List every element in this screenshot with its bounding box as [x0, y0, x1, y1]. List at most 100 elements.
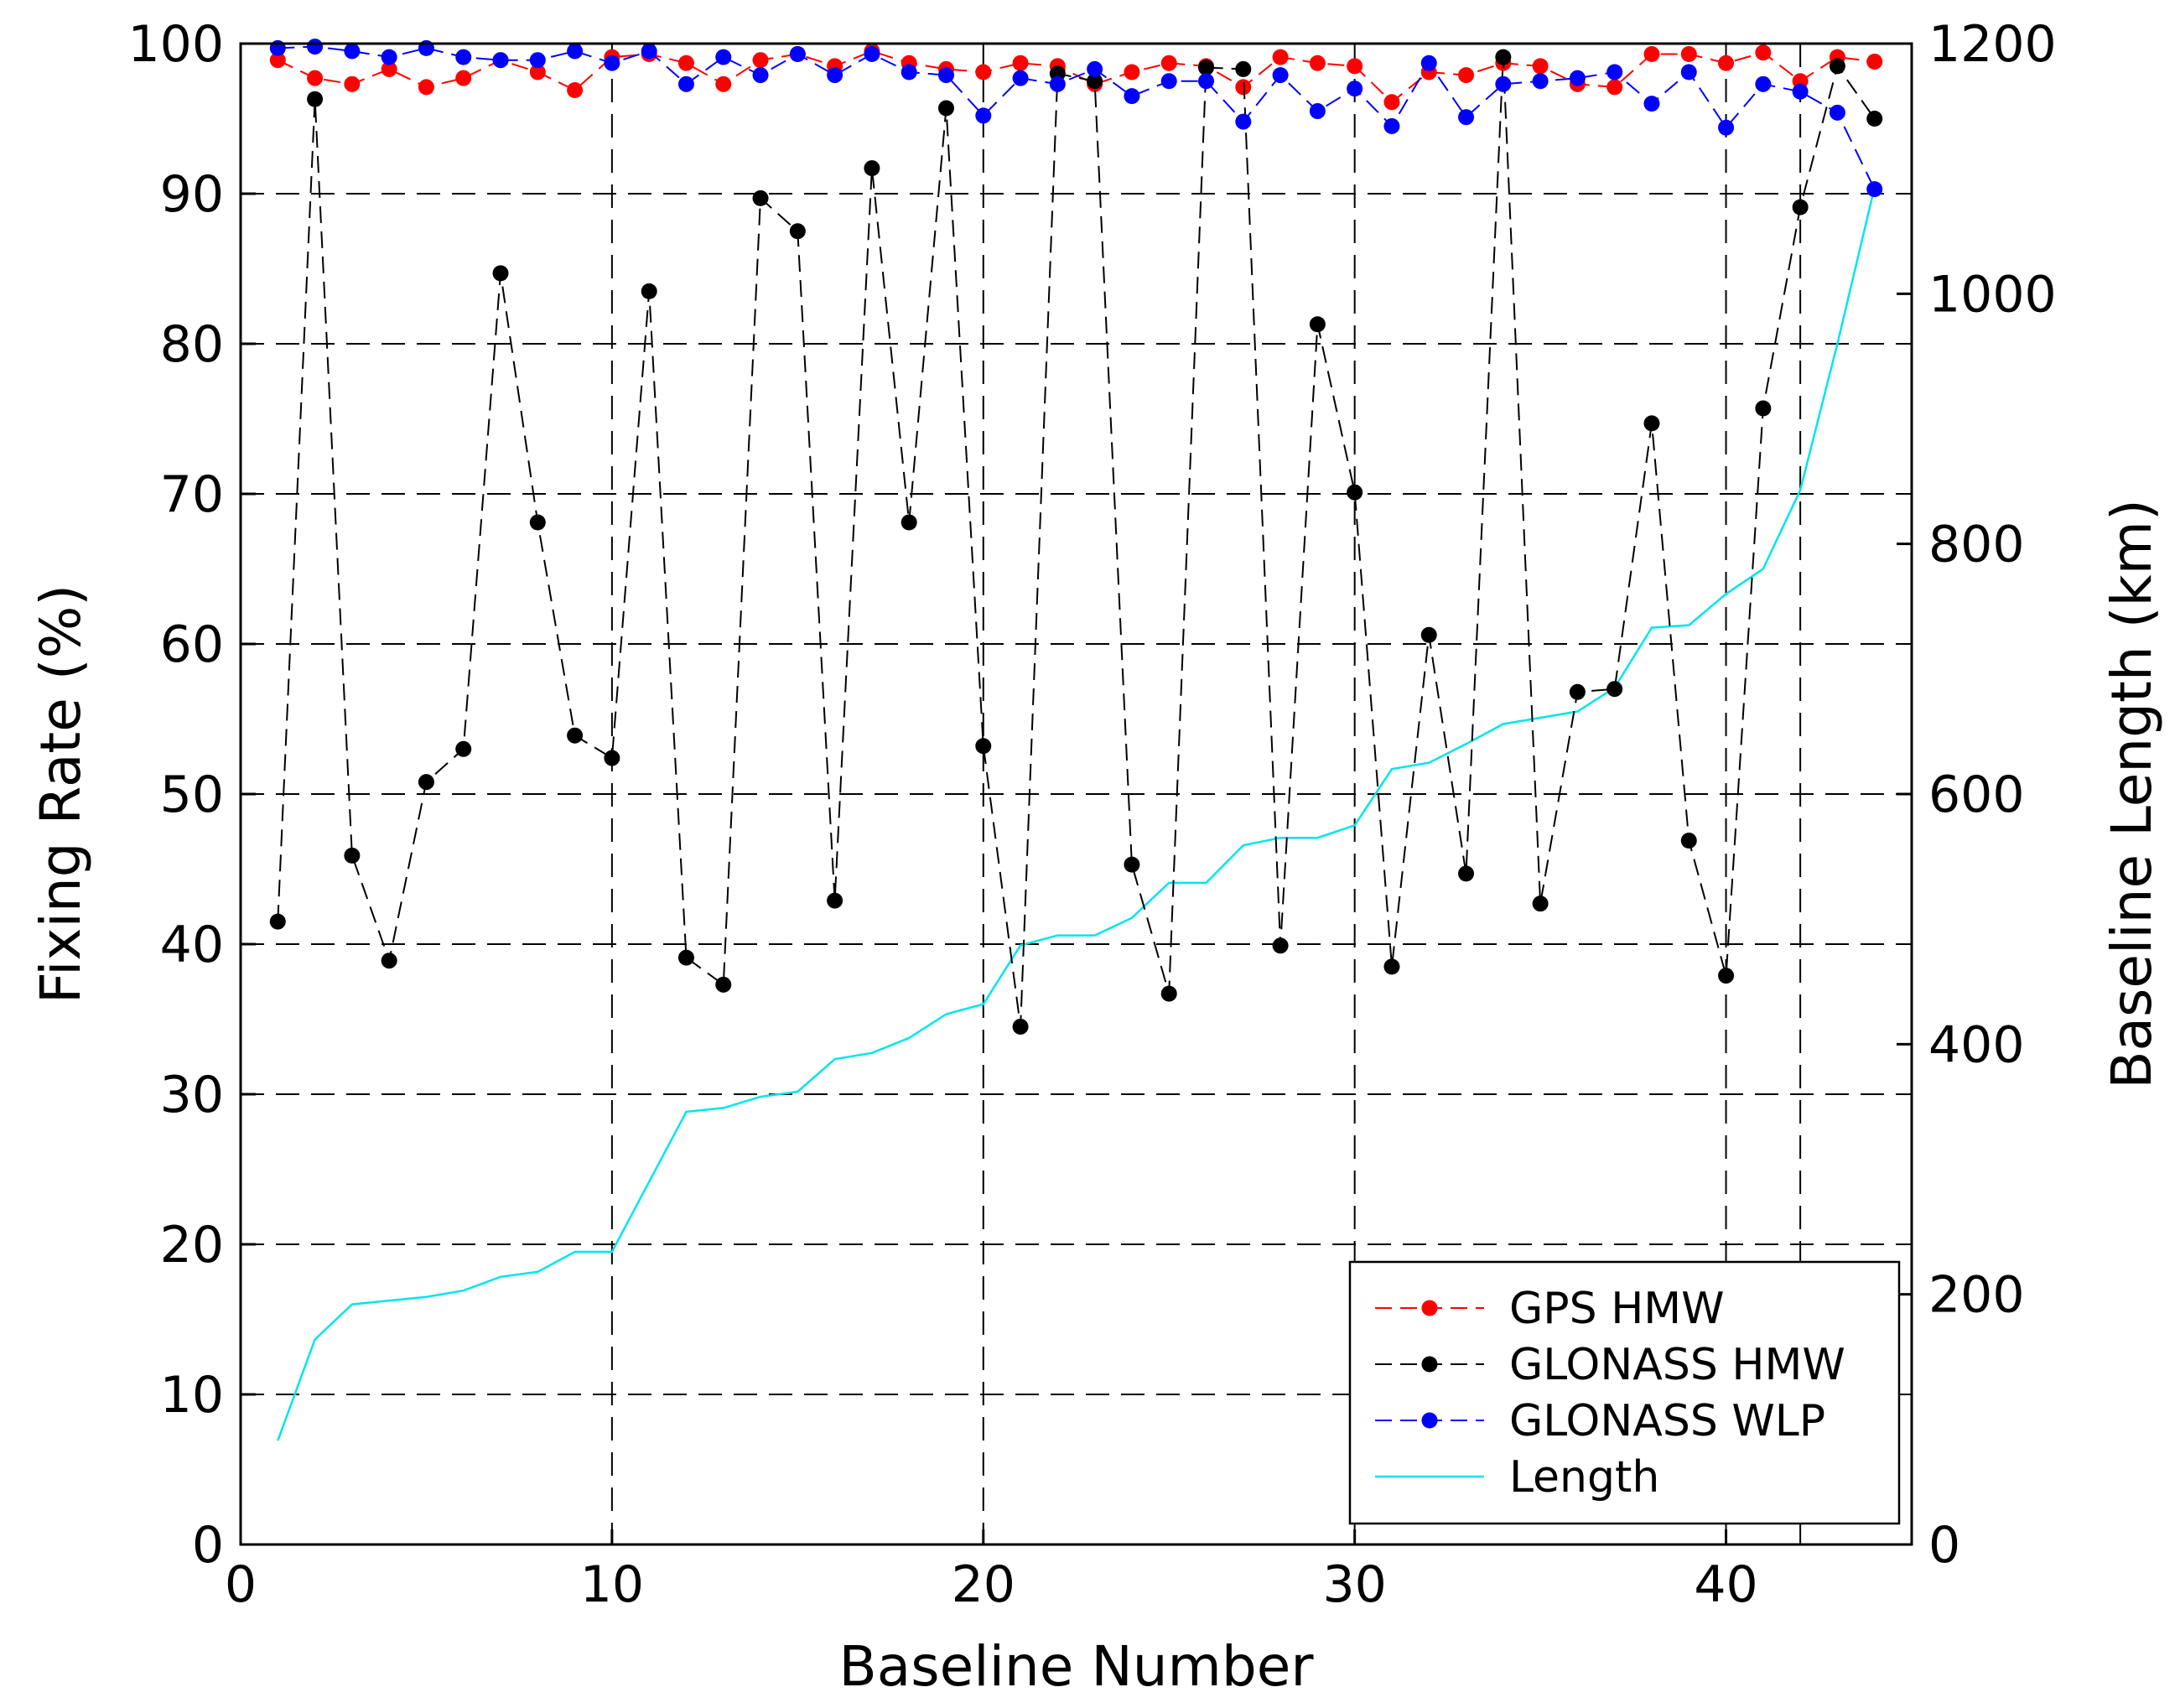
data-point — [1124, 88, 1140, 105]
data-point — [269, 52, 286, 69]
data-point — [1718, 968, 1735, 984]
y2-tick-label: 800 — [1928, 516, 2025, 574]
data-point — [1160, 985, 1177, 1002]
data-point — [1755, 400, 1772, 417]
data-point — [1792, 199, 1809, 215]
legend-box — [1348, 1260, 1901, 1525]
y-tick-label: 30 — [160, 1066, 224, 1124]
legend-entry: GLONASS WLP — [1375, 1396, 1825, 1446]
data-point — [1606, 64, 1623, 80]
data-point — [529, 64, 546, 80]
data-point — [1680, 832, 1697, 849]
y-tick-label: 60 — [160, 615, 224, 674]
data-point — [715, 49, 732, 65]
data-point — [1606, 79, 1623, 96]
data-point — [641, 283, 657, 299]
data-point — [1272, 67, 1289, 84]
data-point — [715, 976, 732, 993]
data-point — [1829, 104, 1845, 121]
data-point — [1458, 865, 1475, 882]
data-point — [1866, 181, 1883, 198]
data-point — [455, 70, 472, 86]
series-glonass-wlp — [269, 39, 1883, 198]
data-point — [1087, 60, 1103, 77]
y2-tick-label: 1200 — [1928, 15, 2057, 74]
data-point — [1012, 55, 1029, 71]
data-point — [1347, 58, 1363, 75]
legend: GPS HMW GLONASS HMW GLONASS WLP Length — [1348, 1260, 1901, 1525]
legend-marker — [1421, 1412, 1438, 1429]
data-point — [604, 55, 620, 71]
data-point — [344, 847, 361, 864]
legend-label: GLONASS HMW — [1509, 1340, 1845, 1390]
legend-entry: GLONASS HMW — [1375, 1340, 1845, 1390]
data-point — [975, 738, 992, 755]
data-point — [1160, 73, 1177, 90]
y-tick-label: 70 — [160, 465, 224, 524]
data-point — [1643, 96, 1660, 112]
data-point — [381, 60, 397, 77]
series-glonass-hmw — [269, 49, 1883, 1035]
y-tick-label: 10 — [160, 1366, 224, 1425]
data-point — [1495, 49, 1512, 65]
y2-axis-title: Baseline Length (km) — [2100, 499, 2164, 1088]
data-point — [307, 91, 324, 107]
data-point — [937, 100, 954, 117]
data-point — [1866, 111, 1883, 127]
data-point — [1532, 73, 1549, 90]
data-point — [1383, 117, 1400, 134]
legend-marker — [1421, 1356, 1438, 1373]
x-tick-label: 20 — [952, 1555, 1015, 1614]
y2-tick-label: 1000 — [1928, 265, 2057, 324]
data-point — [567, 81, 584, 98]
data-point — [492, 265, 509, 282]
data-point — [1309, 55, 1326, 71]
x-tick-label: 40 — [1694, 1555, 1757, 1614]
data-point — [1235, 113, 1252, 130]
y2-tick-label: 400 — [1928, 1015, 2025, 1074]
data-point — [1049, 75, 1066, 92]
data-point — [901, 514, 917, 531]
data-point — [1569, 683, 1586, 700]
data-point — [1347, 80, 1363, 97]
data-point — [1458, 109, 1475, 126]
data-point — [567, 727, 584, 744]
data-point — [1718, 119, 1735, 136]
data-point — [418, 79, 434, 96]
legend-entry: GPS HMW — [1375, 1284, 1725, 1334]
data-point — [677, 75, 694, 92]
legend-marker — [1421, 1300, 1438, 1316]
data-point — [1198, 60, 1215, 76]
data-point — [1198, 73, 1215, 90]
y-tick-label: 50 — [160, 766, 224, 824]
data-point — [1272, 937, 1289, 954]
data-point — [1420, 55, 1437, 71]
ticks: 0 10 20 30 400102030405060708090100020040060… — [127, 15, 2056, 1614]
data-point — [1755, 44, 1772, 61]
data-point — [455, 740, 472, 757]
data-point — [1383, 94, 1400, 111]
data-point — [1235, 60, 1252, 77]
data-point — [269, 913, 286, 930]
data-point — [752, 189, 769, 206]
data-point — [1347, 484, 1363, 501]
y2-tick-label: 600 — [1928, 766, 2025, 824]
data-point — [1569, 70, 1586, 86]
y-tick-label: 20 — [160, 1216, 224, 1275]
y-tick-label: 40 — [160, 916, 224, 974]
data-point — [492, 52, 509, 69]
data-point — [529, 514, 546, 531]
data-point — [381, 49, 397, 65]
data-point — [641, 43, 657, 60]
data-point — [677, 55, 694, 71]
data-point — [752, 52, 769, 69]
data-point — [1680, 46, 1697, 63]
data-point — [975, 107, 992, 124]
series-layer — [269, 39, 1883, 1441]
data-point — [1866, 53, 1883, 70]
data-point — [827, 892, 843, 909]
y2-tick-label: 200 — [1928, 1266, 2025, 1325]
data-point — [1755, 75, 1772, 92]
data-point — [455, 49, 472, 65]
legend-label: Length — [1509, 1452, 1659, 1503]
